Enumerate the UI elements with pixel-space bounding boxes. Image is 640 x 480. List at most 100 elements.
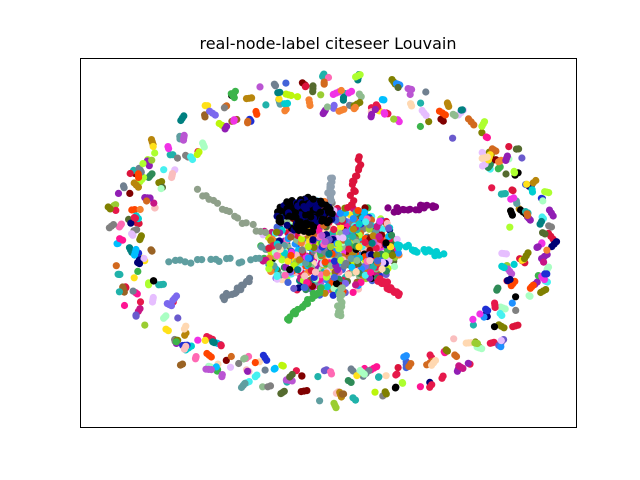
axes-frame bbox=[80, 58, 577, 428]
node bbox=[273, 252, 281, 260]
node bbox=[130, 179, 138, 187]
node bbox=[109, 221, 118, 229]
node bbox=[376, 217, 384, 225]
node bbox=[283, 99, 292, 107]
node bbox=[132, 312, 140, 320]
node bbox=[301, 284, 309, 292]
node bbox=[137, 232, 145, 240]
node bbox=[413, 248, 421, 256]
node bbox=[394, 364, 402, 372]
node bbox=[131, 206, 139, 214]
node bbox=[388, 251, 397, 260]
node bbox=[349, 215, 357, 223]
node bbox=[394, 291, 403, 299]
node bbox=[112, 206, 120, 214]
node bbox=[352, 172, 360, 180]
node bbox=[371, 388, 379, 396]
node bbox=[317, 271, 325, 279]
node bbox=[342, 228, 350, 236]
node bbox=[373, 257, 382, 265]
node bbox=[309, 195, 317, 203]
node bbox=[539, 197, 547, 205]
node bbox=[310, 243, 318, 251]
node bbox=[545, 222, 553, 230]
node bbox=[488, 145, 496, 153]
node bbox=[230, 116, 238, 124]
node bbox=[342, 259, 350, 268]
node bbox=[180, 131, 188, 139]
node bbox=[545, 189, 553, 197]
node bbox=[249, 220, 257, 229]
node bbox=[367, 268, 375, 277]
node bbox=[337, 312, 345, 320]
node bbox=[366, 257, 374, 265]
node bbox=[339, 93, 348, 102]
node bbox=[182, 342, 190, 350]
node bbox=[523, 180, 531, 188]
node bbox=[150, 277, 158, 285]
node bbox=[309, 236, 317, 244]
node bbox=[231, 212, 239, 220]
node bbox=[193, 185, 202, 193]
node bbox=[230, 94, 238, 102]
node bbox=[347, 87, 356, 95]
node bbox=[344, 239, 352, 247]
node bbox=[497, 190, 505, 198]
node bbox=[283, 221, 291, 229]
node bbox=[349, 232, 357, 240]
node bbox=[329, 291, 337, 299]
node bbox=[544, 263, 553, 271]
node bbox=[295, 256, 303, 264]
node bbox=[438, 374, 446, 382]
node bbox=[235, 259, 243, 267]
node bbox=[514, 321, 522, 329]
node bbox=[445, 102, 453, 110]
node bbox=[321, 258, 329, 266]
node bbox=[306, 101, 314, 110]
node bbox=[134, 170, 142, 178]
node bbox=[301, 272, 309, 280]
node bbox=[497, 337, 505, 345]
node bbox=[240, 355, 248, 363]
node bbox=[332, 280, 341, 288]
node bbox=[507, 195, 515, 203]
node bbox=[136, 298, 145, 306]
node bbox=[478, 154, 486, 162]
node bbox=[392, 371, 400, 379]
node bbox=[143, 197, 151, 205]
node bbox=[207, 366, 215, 374]
node bbox=[476, 310, 484, 318]
node bbox=[226, 363, 235, 371]
node bbox=[298, 372, 306, 380]
node bbox=[135, 260, 144, 268]
node bbox=[168, 170, 177, 178]
node bbox=[529, 179, 537, 187]
node bbox=[180, 112, 188, 120]
node bbox=[278, 361, 286, 369]
node bbox=[256, 83, 264, 91]
node bbox=[350, 197, 358, 205]
node bbox=[406, 90, 414, 99]
node bbox=[408, 102, 416, 110]
node bbox=[201, 336, 209, 344]
node bbox=[402, 352, 410, 360]
node bbox=[480, 118, 489, 126]
node bbox=[207, 255, 215, 263]
node bbox=[348, 263, 356, 271]
node bbox=[335, 107, 343, 115]
node bbox=[165, 258, 173, 266]
node bbox=[278, 256, 286, 264]
node bbox=[426, 383, 434, 391]
node bbox=[373, 223, 381, 231]
node bbox=[139, 160, 147, 168]
node bbox=[524, 249, 532, 257]
node bbox=[317, 197, 325, 205]
node bbox=[328, 174, 336, 182]
node bbox=[347, 255, 355, 263]
node bbox=[187, 259, 195, 267]
node bbox=[303, 387, 311, 395]
node bbox=[346, 191, 354, 199]
node bbox=[533, 243, 541, 251]
node bbox=[215, 119, 223, 128]
